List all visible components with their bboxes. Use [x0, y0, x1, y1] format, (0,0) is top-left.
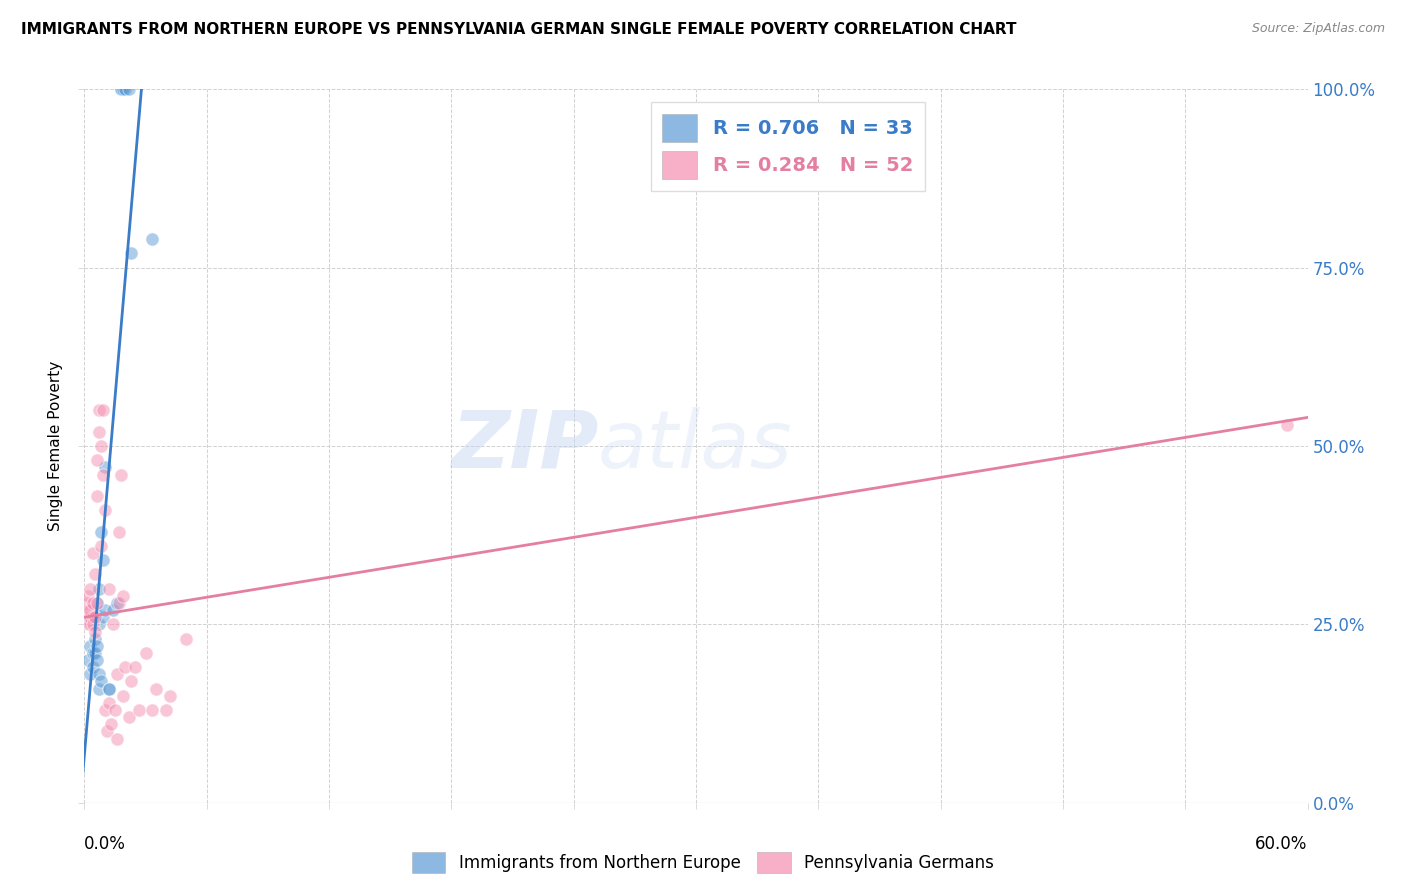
- Point: [79, 603, 101, 617]
- Point: [77, 589, 100, 603]
- Point: [155, 703, 177, 717]
- Point: [87, 425, 110, 439]
- Point: [141, 703, 163, 717]
- Text: ZIP: ZIP: [451, 407, 598, 485]
- Point: [174, 632, 197, 646]
- Point: [141, 232, 163, 246]
- Point: [77, 617, 100, 632]
- Point: [108, 596, 131, 610]
- Point: [135, 646, 157, 660]
- Point: [105, 731, 128, 746]
- Point: [79, 610, 101, 624]
- Point: [105, 596, 128, 610]
- Point: [87, 403, 110, 417]
- Point: [104, 703, 127, 717]
- Point: [82, 646, 104, 660]
- Point: [120, 674, 142, 689]
- Point: [128, 703, 150, 717]
- Point: [97, 582, 120, 596]
- Point: [100, 717, 122, 731]
- Point: [87, 667, 110, 681]
- Point: [112, 689, 135, 703]
- Point: [93, 603, 117, 617]
- Point: [86, 653, 108, 667]
- Text: 60.0%: 60.0%: [1256, 835, 1308, 853]
- Point: [91, 610, 114, 624]
- Legend: Immigrants from Northern Europe, Pennsylvania Germans: Immigrants from Northern Europe, Pennsyl…: [405, 846, 1001, 880]
- Point: [110, 467, 132, 482]
- Point: [83, 610, 105, 624]
- Point: [90, 439, 112, 453]
- Point: [86, 489, 108, 503]
- Point: [83, 624, 105, 639]
- Point: [118, 710, 141, 724]
- Point: [82, 617, 104, 632]
- Point: [87, 617, 110, 632]
- Point: [91, 403, 114, 417]
- Point: [114, 82, 136, 96]
- Point: [86, 453, 108, 467]
- Point: [110, 82, 132, 96]
- Point: [90, 539, 112, 553]
- Point: [90, 524, 112, 539]
- Point: [120, 246, 142, 260]
- Point: [101, 617, 124, 632]
- Point: [82, 546, 104, 560]
- Point: [79, 582, 101, 596]
- Point: [77, 653, 100, 667]
- Point: [86, 596, 108, 610]
- Point: [118, 82, 141, 96]
- Point: [79, 639, 101, 653]
- Point: [93, 460, 117, 475]
- Point: [82, 596, 104, 610]
- Point: [97, 696, 120, 710]
- Point: [87, 582, 110, 596]
- Text: atlas: atlas: [598, 407, 793, 485]
- Point: [83, 603, 105, 617]
- Point: [83, 646, 105, 660]
- Point: [77, 610, 100, 624]
- Point: [91, 553, 114, 567]
- Y-axis label: Single Female Poverty: Single Female Poverty: [48, 361, 63, 531]
- Point: [97, 681, 120, 696]
- Point: [97, 681, 120, 696]
- Point: [90, 674, 112, 689]
- Point: [83, 567, 105, 582]
- Point: [124, 660, 146, 674]
- Point: [77, 603, 100, 617]
- Point: [82, 660, 104, 674]
- Point: [83, 610, 105, 624]
- Point: [75, 596, 97, 610]
- Point: [110, 82, 132, 96]
- Point: [112, 82, 135, 96]
- Text: Source: ZipAtlas.com: Source: ZipAtlas.com: [1251, 22, 1385, 36]
- Point: [83, 632, 105, 646]
- Legend: R = 0.706   N = 33, R = 0.284   N = 52: R = 0.706 N = 33, R = 0.284 N = 52: [651, 103, 925, 191]
- Point: [96, 724, 118, 739]
- Point: [93, 503, 117, 517]
- Point: [86, 596, 108, 610]
- Text: 0.0%: 0.0%: [84, 835, 127, 853]
- Point: [112, 589, 135, 603]
- Point: [108, 524, 131, 539]
- Point: [82, 610, 104, 624]
- Point: [101, 603, 124, 617]
- Point: [93, 703, 117, 717]
- Point: [1277, 417, 1299, 432]
- Point: [79, 617, 101, 632]
- Point: [105, 667, 128, 681]
- Point: [159, 689, 181, 703]
- Point: [87, 681, 110, 696]
- Point: [79, 667, 101, 681]
- Point: [91, 467, 114, 482]
- Point: [145, 681, 167, 696]
- Text: IMMIGRANTS FROM NORTHERN EUROPE VS PENNSYLVANIA GERMAN SINGLE FEMALE POVERTY COR: IMMIGRANTS FROM NORTHERN EUROPE VS PENNS…: [21, 22, 1017, 37]
- Point: [86, 639, 108, 653]
- Point: [114, 660, 136, 674]
